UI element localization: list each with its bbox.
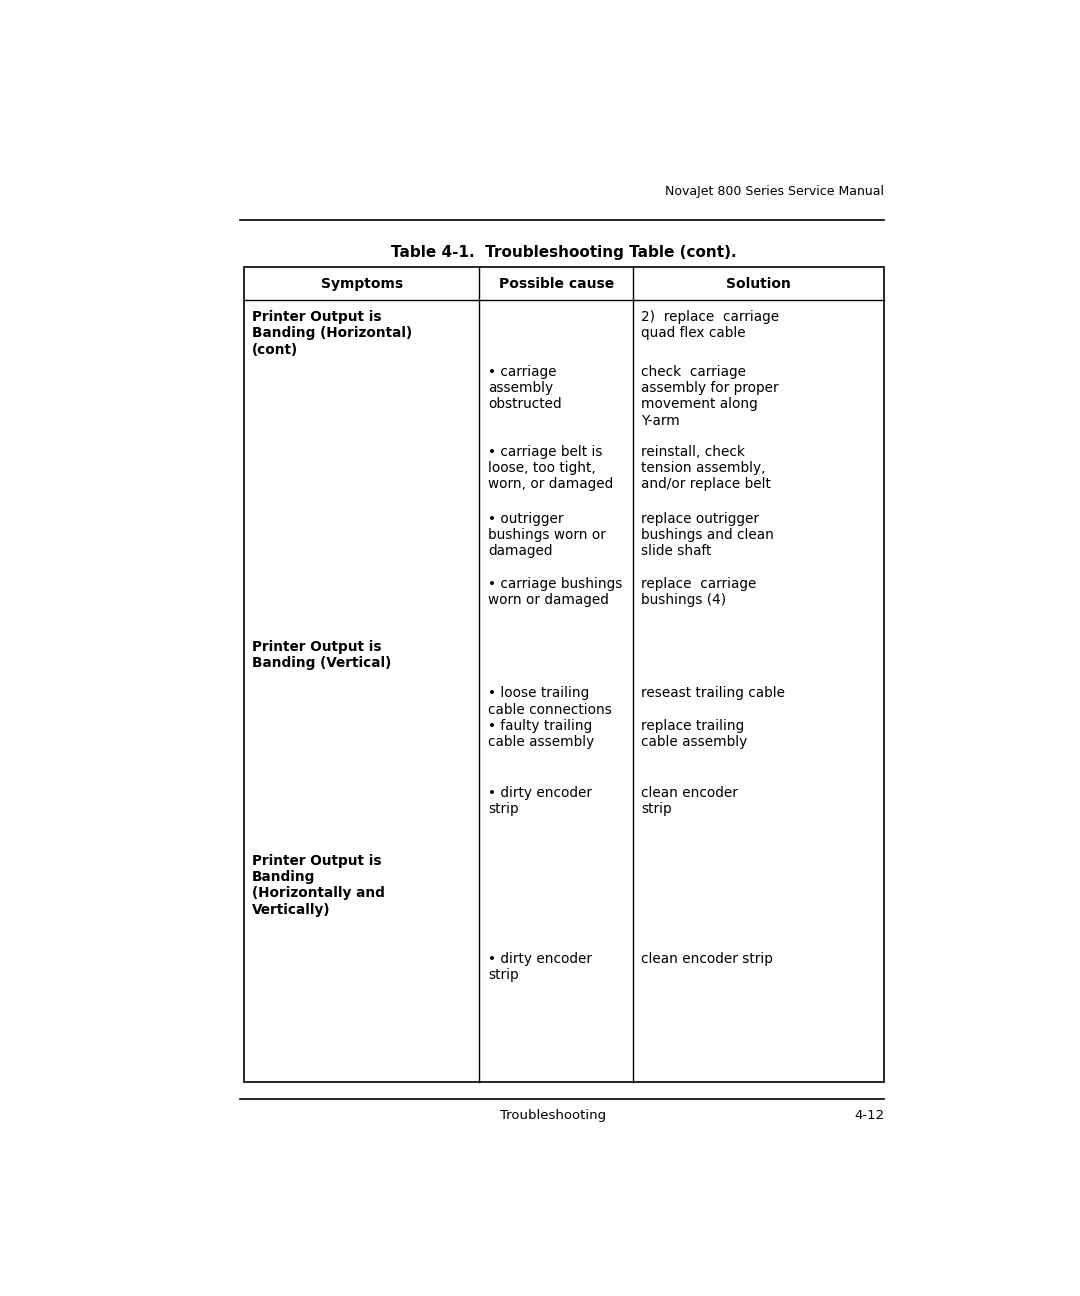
Text: • carriage bushings
worn or damaged: • carriage bushings worn or damaged — [488, 577, 622, 607]
Text: • carriage belt is
loose, too tight,
worn, or damaged: • carriage belt is loose, too tight, wor… — [488, 445, 613, 491]
Text: Symptoms: Symptoms — [321, 277, 403, 290]
Text: Solution: Solution — [726, 277, 791, 290]
Text: 2)  replace  carriage
quad flex cable: 2) replace carriage quad flex cable — [642, 310, 780, 341]
Text: NovaJet 800 Series Service Manual: NovaJet 800 Series Service Manual — [665, 185, 885, 198]
Text: • loose trailing
cable connections
• faulty trailing
cable assembly: • loose trailing cable connections • fau… — [488, 687, 611, 749]
Text: check  carriage
assembly for proper
movement along
Y-arm: check carriage assembly for proper movem… — [642, 365, 779, 428]
Text: Printer Output is
Banding
(Horizontally and
Vertically): Printer Output is Banding (Horizontally … — [253, 854, 386, 916]
Text: clean encoder
strip: clean encoder strip — [642, 787, 739, 816]
Text: Table 4-1.  Troubleshooting Table (cont).: Table 4-1. Troubleshooting Table (cont). — [391, 245, 737, 260]
Text: replace  carriage
bushings (4): replace carriage bushings (4) — [642, 577, 757, 607]
Text: clean encoder strip: clean encoder strip — [642, 951, 773, 966]
Text: • dirty encoder
strip: • dirty encoder strip — [488, 951, 592, 982]
Text: Printer Output is
Banding (Vertical): Printer Output is Banding (Vertical) — [253, 639, 391, 670]
Text: reseast trailing cable

replace trailing
cable assembly: reseast trailing cable replace trailing … — [642, 687, 785, 749]
Text: • outrigger
bushings worn or
damaged: • outrigger bushings worn or damaged — [488, 512, 606, 559]
Text: • carriage
assembly
obstructed: • carriage assembly obstructed — [488, 365, 562, 412]
Text: Possible cause: Possible cause — [499, 277, 613, 290]
Text: • dirty encoder
strip: • dirty encoder strip — [488, 787, 592, 816]
Text: Troubleshooting: Troubleshooting — [500, 1108, 607, 1121]
Bar — [244, 267, 885, 1082]
Text: Printer Output is
Banding (Horizontal)
(cont): Printer Output is Banding (Horizontal) (… — [253, 310, 413, 356]
Text: 4-12: 4-12 — [854, 1108, 885, 1121]
Text: replace outrigger
bushings and clean
slide shaft: replace outrigger bushings and clean sli… — [642, 512, 774, 559]
Text: reinstall, check
tension assembly,
and/or replace belt: reinstall, check tension assembly, and/o… — [642, 445, 771, 491]
